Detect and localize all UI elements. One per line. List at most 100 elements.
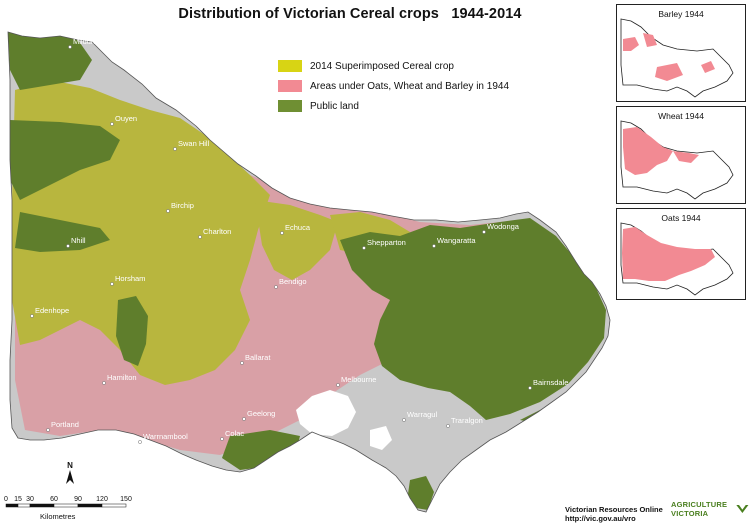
scale-tick-label: 150	[120, 496, 132, 503]
inset-fill-wheat-north-central	[673, 151, 699, 163]
area-2014-cereal-north-central	[255, 200, 338, 280]
inset-oats-1944: Oats 1944	[616, 208, 746, 300]
town-label-melbourne: Melbourne	[341, 375, 376, 384]
inset-fill-barley-west	[623, 37, 639, 51]
town-label-portland: Portland	[51, 420, 79, 429]
town-dot-echuca	[280, 231, 284, 235]
town-label-birchip: Birchip	[171, 201, 194, 210]
source-credit: Victorian Resources Online http://vic.go…	[565, 505, 663, 523]
scale-tick-label: 15	[14, 496, 22, 503]
town-dot-birchip	[166, 209, 170, 213]
town-label-echuca: Echuca	[285, 223, 311, 232]
inset-fill-oats-main	[622, 227, 715, 281]
scale-bar: 0 15 30 60 90 120 150	[4, 496, 132, 508]
town-dot-mildura	[68, 45, 72, 49]
scale-unit-label: Kilometres	[40, 512, 76, 521]
town-dot-bairnsdale	[528, 386, 532, 390]
town-label-edenhope: Edenhope	[35, 306, 69, 315]
logo-text: AGRICULTURE VICTORIA	[671, 500, 728, 518]
town-dot-geelong	[242, 417, 246, 421]
town-label-wangaratta: Wangaratta	[437, 236, 476, 245]
town-dot-warrnambool	[138, 440, 142, 444]
inset-fill-wheat-main	[623, 127, 673, 175]
town-label-bairnsdale: Bairnsdale	[533, 378, 568, 387]
inset-label-wheat: Wheat 1944	[658, 111, 704, 121]
inset-outline-barley	[620, 18, 734, 98]
town-label-charlton: Charlton	[203, 227, 231, 236]
town-label-horsham: Horsham	[115, 274, 145, 283]
inset-map-barley	[620, 18, 734, 98]
scale-tick-label: 30	[26, 496, 34, 503]
public-land-wilsons-prom	[408, 476, 434, 510]
town-label-bendigo: Bendigo	[279, 277, 307, 286]
town-label-ouyen: Ouyen	[115, 114, 137, 123]
town-dot-warragul	[402, 418, 406, 422]
north-label: N	[67, 461, 73, 470]
town-label-mildura: Mildura	[73, 37, 98, 46]
town-dot-ballarat	[240, 361, 244, 365]
scale-segment	[101, 503, 127, 508]
public-land-grampians	[116, 296, 148, 366]
scale-segment	[29, 503, 55, 508]
town-dot-colac	[220, 437, 224, 441]
inset-fill-barley-east	[701, 61, 715, 73]
town-dot-hamilton	[102, 381, 106, 385]
town-dot-charlton	[198, 235, 202, 239]
credit-line-2[interactable]: http://vic.gov.au/vro	[565, 514, 636, 523]
town-dot-wangaratta	[432, 244, 436, 248]
town-dot-horsham	[110, 282, 114, 286]
town-dot-traralgon	[446, 424, 450, 428]
map-legend: 2014 Superimposed Cereal crop Areas unde…	[278, 60, 509, 120]
town-label-geelong: Geelong	[247, 409, 275, 418]
western-port	[370, 426, 392, 450]
credit-line-1: Victorian Resources Online	[565, 505, 663, 514]
legend-label-public-land: Public land	[310, 100, 359, 112]
public-land-little-desert	[15, 212, 110, 252]
public-land-mallee-west	[10, 120, 120, 200]
north-arrow-icon: N	[66, 461, 74, 484]
legend-swatch-1944-areas	[278, 80, 302, 92]
town-label-swan-hill: Swan Hill	[178, 139, 210, 148]
inset-label-oats: Oats 1944	[661, 213, 701, 223]
town-label-hamilton: Hamilton	[107, 373, 137, 382]
town-dot-bendigo	[274, 285, 278, 289]
scale-tick-label: 120	[96, 496, 108, 503]
town-label-colac: Colac	[225, 429, 244, 438]
port-phillip-bay	[296, 390, 356, 436]
legend-item-2014-cereal: 2014 Superimposed Cereal crop	[278, 60, 509, 72]
town-dot-wodonga	[482, 230, 486, 234]
inset-fill-barley-north	[643, 33, 657, 47]
inset-wheat-1944: Wheat 1944	[616, 106, 746, 204]
scale-tick-label: 0	[4, 496, 8, 503]
town-markers: Mildura Ouyen Swan Hill Birchip Nhill Charlto…	[30, 37, 568, 444]
town-dot-melbourne	[336, 383, 340, 387]
scale-segment	[5, 503, 19, 508]
town-label-warragul: Warragul	[407, 410, 437, 419]
town-label-ballarat: Ballarat	[245, 353, 271, 362]
legend-item-1944-areas: Areas under Oats, Wheat and Barley in 19…	[278, 80, 509, 92]
scale-tick-label: 60	[50, 496, 58, 503]
map-title: Distribution of Victorian Cereal crops 1…	[178, 6, 522, 22]
inset-map-wheat	[620, 120, 734, 200]
legend-item-public-land: Public land	[278, 100, 509, 112]
scale-tick-label: 90	[74, 496, 82, 503]
victoria-logo-icon	[736, 504, 749, 514]
town-dot-shepparton	[362, 246, 366, 250]
legend-swatch-2014-cereal	[278, 60, 302, 72]
scale-segment	[53, 503, 79, 508]
town-label-warrnambool: Warrnambool	[143, 432, 188, 441]
town-label-traralgon: Traralgon	[451, 416, 483, 425]
town-dot-ouyen	[110, 122, 114, 126]
town-label-wodonga: Wodonga	[487, 222, 520, 231]
inset-barley-1944: Barley 1944	[616, 4, 746, 102]
legend-label-1944-areas: Areas under Oats, Wheat and Barley in 19…	[310, 80, 510, 92]
inset-fill-barley-central	[655, 63, 683, 81]
inset-label-barley: Barley 1944	[658, 9, 704, 19]
town-dot-swan-hill	[173, 147, 177, 151]
legend-label-2014-cereal: 2014 Superimposed Cereal crop	[310, 60, 454, 72]
scale-segment	[17, 503, 31, 508]
legend-swatch-public-land	[278, 100, 302, 112]
town-dot-edenhope	[30, 314, 34, 318]
public-land-central-highlands	[340, 218, 606, 420]
